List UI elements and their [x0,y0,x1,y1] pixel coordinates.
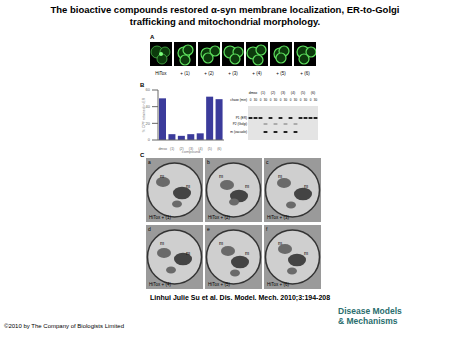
svg-text:30: 30 [294,98,298,102]
svg-text:f: f [266,226,268,232]
html-text:The bioactive compounds restor: The bioactive compounds restored α-syn m… [50,4,400,27]
svg-text:dmso: dmso [249,91,258,95]
svg-text:P2 (Golgi): P2 (Golgi) [233,122,247,126]
svg-text:(1): (1) [261,91,265,95]
svg-text:0: 0 [250,98,252,102]
svg-text:(5): (5) [301,91,305,95]
svg-text:HiTox + (6): HiTox + (6) [267,282,289,287]
svg-text:m: m [219,173,223,179]
svg-text:30: 30 [284,98,288,102]
html-text:& Mechanisms: & Mechanisms [338,316,398,326]
svg-text:30: 30 [304,98,308,102]
svg-text:m: m [219,240,223,246]
svg-text:% CPY retained in ER: % CPY retained in ER [142,97,146,132]
svg-text:m: m [160,173,164,179]
svg-text:b: b [207,159,210,165]
svg-text:(5): (5) [208,147,212,151]
html-text:+ (6): + (6) [300,71,310,76]
html-text:C: C [140,152,145,158]
svg-text:0: 0 [280,98,282,102]
svg-text:m: m [278,240,282,246]
svg-text:(4): (4) [291,91,295,95]
svg-text:(6): (6) [311,91,315,95]
svg-text:a: a [148,159,151,165]
svg-text:dmso: dmso [158,147,167,151]
svg-text:30: 30 [274,98,278,102]
svg-text:30: 30 [254,98,258,102]
html-text:B: B [140,82,145,88]
svg-text:m: m [160,240,164,246]
svg-text:m: m [186,183,190,189]
svg-text:30: 30 [314,98,318,102]
html-text:+ (5): + (5) [276,71,286,76]
svg-text:e: e [207,226,210,232]
svg-text:(1): (1) [170,147,174,151]
svg-text:(6): (6) [217,147,221,151]
svg-text:0: 0 [310,98,312,102]
svg-text:0: 0 [148,137,151,142]
svg-text:m: m [278,173,282,179]
svg-text:m: m [245,250,249,256]
svg-text:P1 (ER): P1 (ER) [236,116,247,120]
svg-text:m: m [304,183,308,189]
svg-text:(3): (3) [281,91,285,95]
svg-text:m (vacuole): m (vacuole) [230,130,247,134]
svg-text:0: 0 [260,98,262,102]
svg-text:0: 0 [270,98,272,102]
html-text:+ (2): + (2) [204,71,214,76]
svg-text:0: 0 [300,98,302,102]
svg-text:20: 20 [146,121,151,126]
svg-text:HiTox + (1): HiTox + (1) [149,215,171,220]
svg-text:30: 30 [264,98,268,102]
svg-text:40: 40 [146,104,151,109]
svg-text:HiTox + (3): HiTox + (3) [267,215,289,220]
html-text:A: A [150,34,155,40]
svg-text:d: d [148,226,151,232]
html-text:©2010 by The Company of Biolog: ©2010 by The Company of Biologists Limit… [4,323,124,329]
svg-text:(2): (2) [271,91,275,95]
svg-text:60: 60 [146,87,151,92]
svg-text:chase (min): chase (min) [230,98,247,102]
html-text:+ (4): + (4) [252,71,262,76]
html-text:+ (3): + (3) [228,71,238,76]
html-text:Disease Models: Disease Models [338,306,402,316]
svg-text:compound: compound [182,149,201,154]
svg-text:0: 0 [290,98,292,102]
html-text:+ (1): + (1) [180,71,190,76]
svg-text:m: m [245,183,249,189]
svg-text:m: m [304,250,308,256]
svg-text:(4): (4) [198,147,203,152]
svg-text:HiTox + (4): HiTox + (4) [149,282,171,287]
svg-text:c: c [266,159,269,165]
svg-text:m: m [186,250,190,256]
svg-text:HiTox + (5): HiTox + (5) [208,282,230,287]
html-text:Linhui Julie Su et al. Dis. Mo: Linhui Julie Su et al. Dis. Model. Mech.… [150,294,331,301]
html-text:HiTox: HiTox [155,71,167,76]
svg-text:HiTox + (2): HiTox + (2) [208,215,230,220]
